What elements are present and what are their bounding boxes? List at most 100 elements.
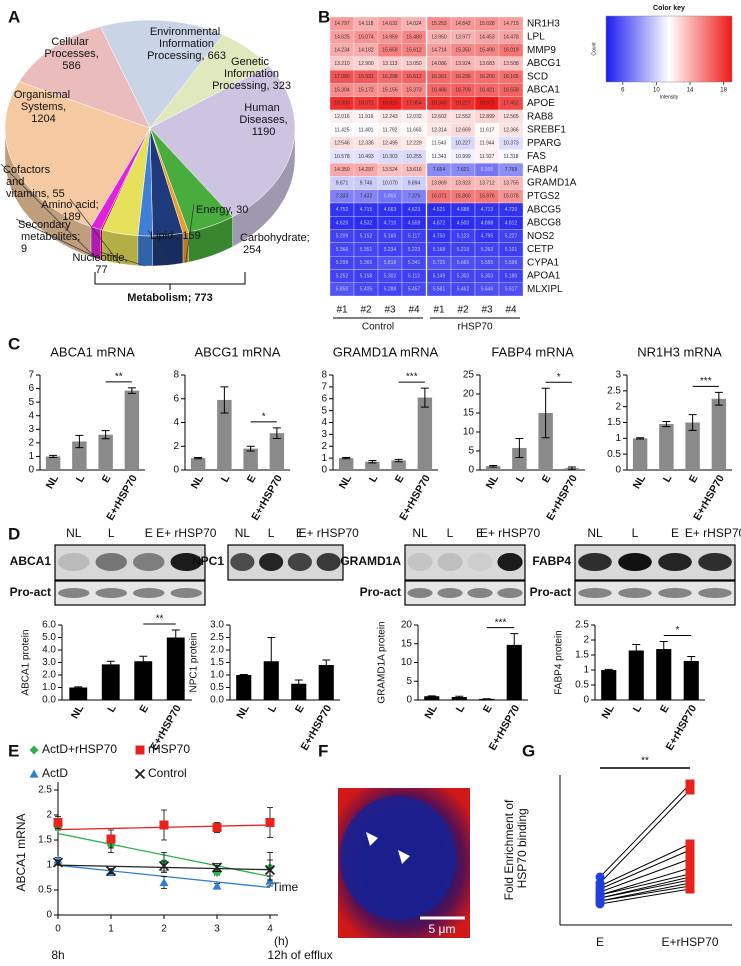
cell-label: 10.070 <box>382 180 398 186</box>
cell-label: 16.558 <box>503 87 519 93</box>
cell-label: 18.972 <box>479 101 495 107</box>
cell-label: 4.532 <box>360 220 373 226</box>
cell-label: 15.490 <box>479 48 495 54</box>
cell-label: 14.182 <box>358 48 374 54</box>
cell-label: 15.612 <box>406 48 422 54</box>
bar <box>685 422 700 470</box>
row-label: CETP <box>527 244 554 255</box>
cell-label: 13.210 <box>334 61 350 67</box>
bar <box>628 650 644 700</box>
error-bar <box>567 466 576 470</box>
legend-marker <box>135 745 145 755</box>
error-bar <box>368 460 377 464</box>
cell-label: 13.113 <box>383 61 398 67</box>
cell-label: 5.252 <box>336 273 349 279</box>
cell-label: 14.797 <box>334 21 350 27</box>
y-axis-label: NPC1 protein <box>189 632 200 692</box>
cell-label: 4.521 <box>433 207 446 213</box>
lane-label: L <box>108 526 115 540</box>
pair-line <box>599 879 691 899</box>
cell-label: 4.752 <box>336 207 349 213</box>
key-tick-label: 10 <box>653 88 660 94</box>
cell-label: 15.078 <box>503 194 519 200</box>
y-tick-label: 4 <box>173 417 179 428</box>
cell-label: 12.243 <box>382 114 398 120</box>
annotation: 8h <box>51 948 64 962</box>
cell-label: 13.050 <box>406 61 422 67</box>
band <box>698 588 732 598</box>
marker <box>52 857 64 868</box>
cell-label: 13.524 <box>382 167 398 173</box>
cell-label: 12.552 <box>455 114 471 120</box>
y-tick-label: 6 <box>173 393 179 404</box>
annotation: 12h of efflux <box>267 948 332 962</box>
x-tick-label: E <box>687 473 701 485</box>
error-bar <box>541 387 550 439</box>
leader-line <box>99 251 146 267</box>
cell-label: 5.351 <box>360 247 373 253</box>
band <box>95 588 127 598</box>
cell-label: 5.303 <box>457 273 470 279</box>
cell-label: 11.425 <box>335 127 350 133</box>
error-bar <box>49 454 58 459</box>
cell-label: 14.086 <box>431 61 447 67</box>
cell-label: 13.508 <box>503 61 519 67</box>
key-tick-label: 6 <box>621 88 625 94</box>
row-label: SCD <box>527 71 548 82</box>
bar <box>338 458 354 470</box>
marker <box>159 878 169 887</box>
cell-label: 12.032 <box>406 114 422 120</box>
pair-line <box>599 783 691 878</box>
cell-label: 15.976 <box>479 194 495 200</box>
lane-label: E+ rHSP70 <box>685 526 741 540</box>
marker <box>105 865 117 877</box>
y-tick-label: 20 <box>401 620 413 631</box>
group-label: rHSP70 <box>457 322 492 333</box>
error-bar <box>515 437 524 458</box>
lane-label: E <box>296 526 304 540</box>
band <box>95 553 127 571</box>
bar <box>269 433 285 470</box>
column-label: #1 <box>433 305 445 316</box>
scale-bar-label: 5 μm <box>429 922 456 936</box>
row-label: FABP4 <box>527 164 559 175</box>
y-tick-label: 3.0 <box>210 620 224 631</box>
y-axis-label: FABP4 protein <box>554 630 565 694</box>
error-bar <box>139 655 148 667</box>
y-tick-label: 15 <box>463 408 475 419</box>
error-bar <box>127 387 136 394</box>
y-tick-label: 2 <box>321 441 327 452</box>
y-tick-label: 0.5 <box>575 680 589 691</box>
error-bar <box>220 386 229 414</box>
bar <box>485 466 501 470</box>
cell-label: 5.555 <box>481 260 494 266</box>
row-label: PPARG <box>527 138 561 149</box>
y-tick-label: 0 <box>173 465 179 476</box>
cell-label: 14.350 <box>334 167 350 173</box>
x-tick-label: NL <box>69 702 87 721</box>
cell-label: 16.612 <box>406 74 422 80</box>
band <box>618 588 652 598</box>
key-tick-label: 18 <box>720 88 727 94</box>
error-bar <box>171 629 180 646</box>
significance-label: ** <box>115 372 123 383</box>
pie-slice <box>18 26 151 129</box>
row-label: ABCG5 <box>527 204 561 215</box>
band <box>287 553 312 571</box>
bar <box>632 438 648 470</box>
x-tick-label: NL <box>484 472 502 491</box>
y-tick-label: 4 <box>321 417 327 428</box>
legend-marker <box>134 768 146 780</box>
cell-label: 15.480 <box>406 34 422 40</box>
cell-label: 16.421 <box>479 87 495 93</box>
x-tick-label: E <box>393 473 407 485</box>
pair-line <box>599 858 691 893</box>
x-tick-label: NL <box>599 702 617 721</box>
cell-label: 9.746 <box>360 180 373 186</box>
bar <box>656 649 672 700</box>
cell-label: 11.401 <box>359 127 374 133</box>
x-tick-label: E <box>540 473 554 485</box>
lane-label: E <box>476 526 484 540</box>
x-tick-label: NL <box>44 472 62 491</box>
cell-label: 16.466 <box>431 87 447 93</box>
